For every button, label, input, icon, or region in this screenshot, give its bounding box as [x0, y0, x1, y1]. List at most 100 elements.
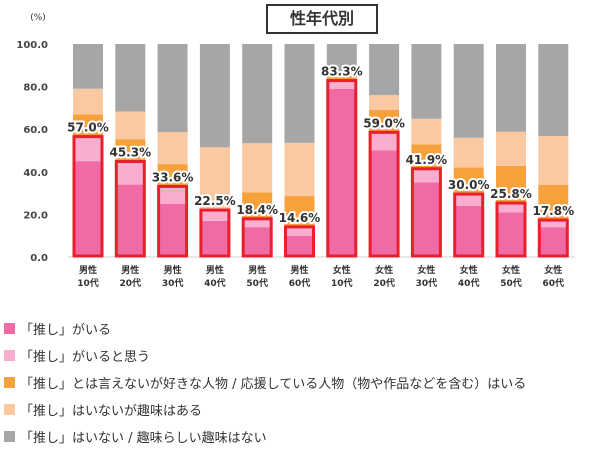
bar-segment	[199, 44, 230, 148]
x-tick-label: 男性	[290, 264, 308, 276]
y-axis-unit: (%)	[30, 13, 46, 23]
highlight-outline	[326, 79, 358, 258]
data-label-halo: 25.8%	[490, 187, 532, 201]
chart-title: 性年代別	[266, 4, 378, 34]
bar-segment	[453, 167, 484, 194]
bar-segment	[115, 111, 146, 140]
bar-segment	[453, 137, 484, 168]
y-tick-label: 100.0	[16, 40, 48, 51]
data-label: 18.4%	[236, 203, 278, 217]
bar-segment	[242, 143, 273, 193]
bar-segment	[538, 219, 569, 228]
bar-segment	[326, 71, 357, 80]
bar-segment	[496, 44, 526, 132]
bar-segment	[73, 88, 103, 115]
bar-segment	[538, 44, 569, 137]
x-tick-label: 女性	[375, 264, 393, 276]
bar-segment	[411, 44, 442, 119]
bar-segment	[326, 79, 357, 89]
bar-segment	[199, 209, 230, 221]
x-tick-label: 60代	[543, 277, 565, 289]
highlight-outline	[453, 192, 485, 258]
y-tick-label: 80.0	[23, 83, 48, 94]
highlight-outline	[157, 184, 189, 258]
bar-segment	[284, 142, 315, 197]
legend-item: 「推し」がいる	[4, 315, 526, 342]
bar-segment	[538, 227, 569, 257]
legend-swatch	[4, 377, 15, 388]
legend-item: 「推し」はいない / 趣味らしい趣味はない	[4, 423, 526, 450]
x-tick-label: 30代	[162, 277, 184, 289]
bar-segment	[284, 44, 315, 143]
highlight-outline	[537, 218, 569, 258]
x-tick-label: 50代	[246, 277, 268, 289]
bar-segment	[242, 227, 273, 257]
bar-segment	[369, 95, 400, 111]
bar-segment	[157, 44, 188, 133]
highlight-outline	[114, 160, 146, 258]
data-label-halo: 18.4%	[236, 203, 278, 217]
highlight-outline	[199, 208, 231, 258]
bar-segment	[369, 131, 400, 151]
x-tick-label: 10代	[77, 277, 99, 289]
bar-segment	[496, 202, 526, 213]
x-tick-label: 40代	[458, 277, 480, 289]
data-label-halo: 83.3%	[321, 65, 363, 79]
bar-segment	[538, 136, 569, 186]
y-tick-label: 0.0	[30, 253, 48, 264]
data-label-halo: 33.6%	[152, 170, 194, 184]
legend-label: 「推し」とは言えないが好きな人物 / 応援している人物（物や作品などを含む）はい…	[20, 377, 527, 392]
legend-label: 「推し」はいないが趣味はある	[20, 404, 203, 419]
y-tick-label: 60.0	[23, 125, 48, 136]
bar-segment	[453, 193, 484, 206]
x-tick-label: 男性	[248, 264, 266, 276]
bar-segment	[157, 164, 188, 186]
bar-segment	[73, 44, 103, 89]
data-label: 45.3%	[109, 146, 151, 160]
bar-segment	[411, 167, 442, 183]
bar-segment	[411, 182, 442, 257]
bar-segment	[496, 131, 526, 166]
bar-segment	[496, 212, 526, 257]
chart-legend: 「推し」がいる「推し」がいると思う「推し」とは言えないが好きな人物 / 応援して…	[4, 315, 526, 450]
legend-label: 「推し」がいる	[20, 323, 112, 338]
bar-segment	[326, 44, 357, 72]
bar-segment	[496, 165, 526, 203]
x-tick-label: 20代	[120, 277, 142, 289]
bar-segment	[157, 132, 188, 165]
x-tick-label: 20代	[373, 277, 395, 289]
bar-segment	[242, 217, 273, 228]
x-tick-label: 40代	[204, 277, 226, 289]
x-tick-label: 男性	[79, 264, 97, 276]
x-tick-label: 男性	[206, 264, 224, 276]
x-tick-label: 女性	[502, 264, 520, 276]
bar-segment	[115, 139, 146, 161]
bar-segment	[242, 44, 273, 144]
bar-segment	[157, 203, 188, 257]
data-label: 57.0%	[67, 121, 109, 135]
bar-segment	[369, 44, 400, 96]
x-tick-label: 女性	[333, 264, 351, 276]
data-label: 41.9%	[406, 153, 448, 167]
x-tick-label: 女性	[417, 264, 435, 276]
legend-item: 「推し」がいると思う	[4, 342, 526, 369]
legend-item: 「推し」はいないが趣味はある	[4, 396, 526, 423]
data-label: 83.3%	[321, 65, 363, 79]
bar-segment	[453, 205, 484, 257]
bar-segment	[115, 184, 146, 257]
x-tick-label: 50代	[500, 277, 522, 289]
x-tick-label: 男性	[164, 264, 182, 276]
data-label-halo: 57.0%	[67, 121, 109, 135]
data-label: 30.0%	[448, 178, 490, 192]
legend-label: 「推し」はいない / 趣味らしい趣味はない	[20, 431, 267, 446]
legend-label: 「推し」がいると思う	[20, 350, 151, 365]
bar-segment	[199, 147, 230, 210]
x-tick-label: 10代	[331, 277, 353, 289]
bar-segment	[157, 185, 188, 204]
bar-segment	[538, 185, 569, 220]
x-tick-label: 女性	[460, 264, 478, 276]
legend-swatch	[4, 404, 15, 415]
legend-item: 「推し」とは言えないが好きな人物 / 応援している人物（物や作品などを含む）はい…	[4, 369, 526, 396]
bar-segment	[73, 114, 103, 136]
bar-segment	[115, 160, 146, 185]
